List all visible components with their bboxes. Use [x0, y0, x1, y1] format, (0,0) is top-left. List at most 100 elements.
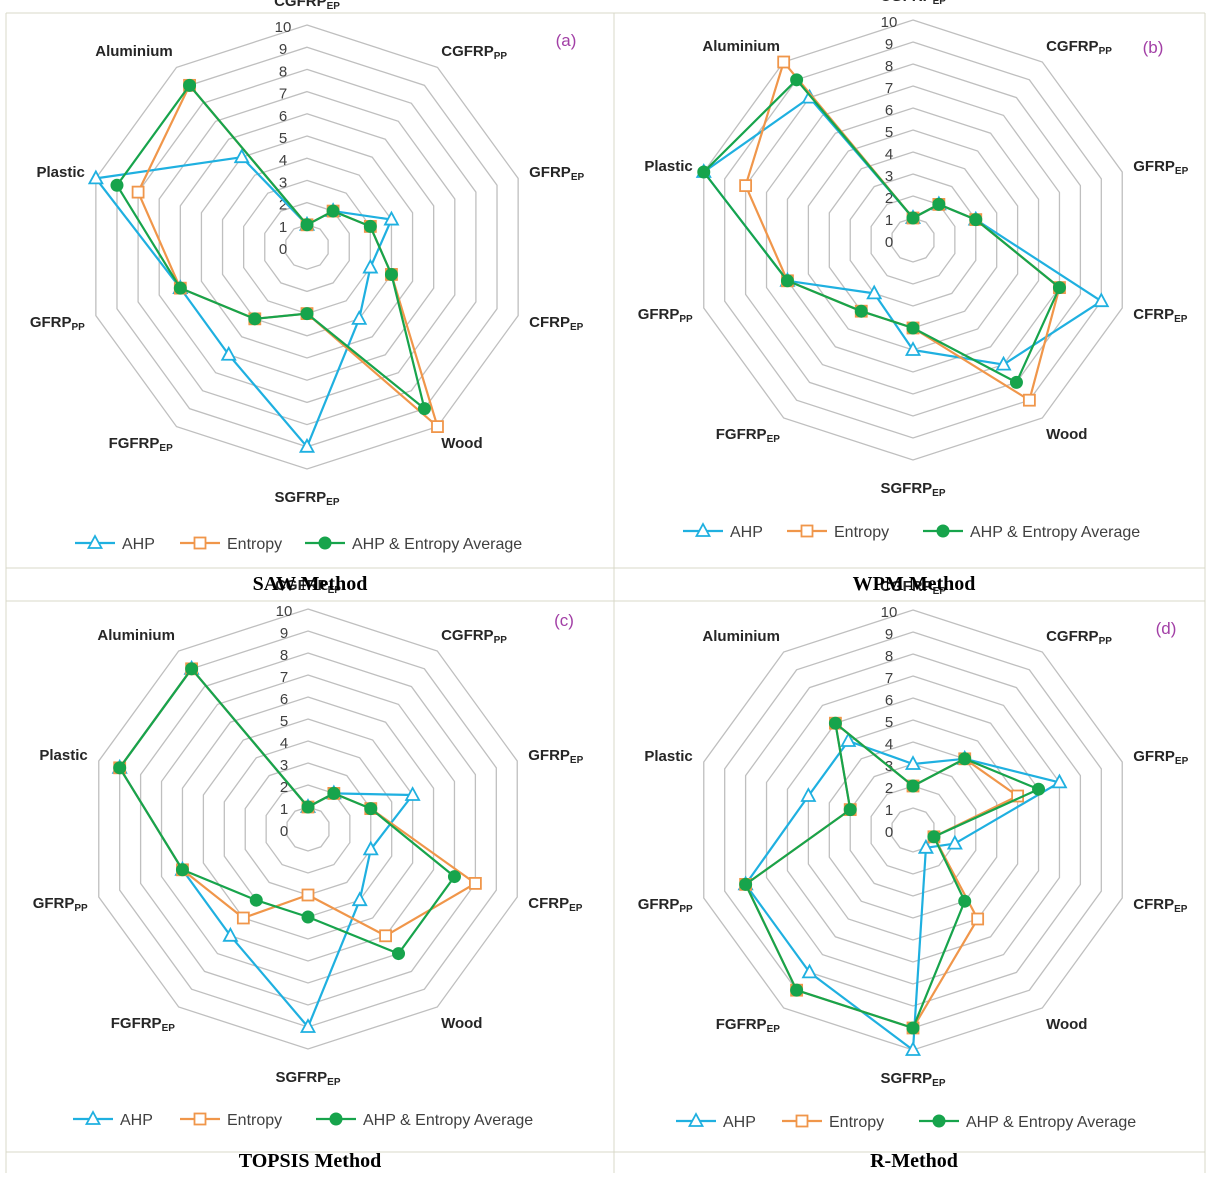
grid-ring-5	[807, 129, 1019, 351]
legend-label: AHP & Entropy Average	[363, 1112, 533, 1129]
legend-marker	[193, 1112, 207, 1126]
category-label-sgfrp-ep: SGFRPEP	[274, 489, 339, 508]
radar-panel-1: 0 1 2 3 4 5 6 7 8 9 10 CGFRPEP CGFRPPP GFRPEP CFRPEP Wo…	[30, 0, 585, 553]
caption-wpm: WPM Method	[852, 573, 976, 595]
legend-marker	[687, 1112, 705, 1127]
data-point	[904, 755, 922, 770]
grid-ring-10	[95, 24, 519, 470]
data-point	[969, 213, 983, 227]
category-label-cgfrp-ep: CGFRPEP	[880, 578, 946, 597]
data-point	[1093, 292, 1110, 308]
radar-panel-2: 0 1 2 3 4 5 6 7 8 9 10 CGFRPEP CGFRPPP GFRPEP CFRPEP Wo…	[638, 0, 1189, 541]
series-circle	[110, 78, 431, 416]
legend-label: Entropy	[829, 1114, 884, 1131]
tick-label: 0	[885, 824, 893, 841]
data-point	[299, 1018, 317, 1033]
tick-label: 10	[276, 603, 293, 620]
data-point	[351, 309, 368, 325]
legend-marker	[84, 1110, 102, 1125]
data-point	[800, 787, 817, 802]
data-point	[904, 1041, 922, 1056]
data-point	[301, 888, 315, 902]
radial-tick-labels: 0 1 2 3 4 5 6 7 8 9 10	[276, 603, 293, 840]
legend-marker	[694, 522, 712, 537]
grid-ring-8	[744, 63, 1082, 417]
data-point	[739, 877, 753, 891]
tick-label: 10	[881, 604, 898, 621]
radar-grid	[703, 19, 1123, 461]
grid-ring-3	[849, 763, 977, 897]
tick-label: 7	[279, 86, 287, 103]
data-point	[932, 197, 946, 211]
grid-ring-8	[139, 652, 477, 1006]
data-point	[300, 307, 314, 321]
data-point	[854, 304, 868, 318]
series-square	[113, 662, 482, 943]
data-point	[447, 870, 461, 884]
legend-marker	[193, 536, 207, 550]
category-label-wood: Wood	[441, 1015, 482, 1032]
data-point	[1032, 782, 1046, 796]
radar-grid	[703, 609, 1123, 1051]
data-point	[995, 355, 1012, 371]
tick-label: 9	[885, 36, 893, 53]
grid-ring-2	[870, 195, 956, 285]
category-label-plastic: Plastic	[644, 158, 692, 175]
data-point	[220, 345, 237, 361]
grid-ring-8	[137, 68, 477, 426]
data-point	[958, 752, 972, 766]
grid-ring-7	[160, 674, 456, 984]
legend: AHP Entropy AHP & Entropy Average	[676, 1112, 1136, 1131]
tick-label: 5	[279, 130, 287, 147]
grid-ring-10	[98, 608, 518, 1050]
category-label-cfrp-ep: CFRPEP	[529, 314, 584, 333]
panel-label: (d)	[1156, 619, 1177, 638]
category-label-wood: Wood	[1046, 1016, 1087, 1033]
tick-label: 5	[280, 713, 288, 730]
category-label-aluminium: Aluminium	[97, 627, 175, 644]
grid-ring-1	[286, 806, 330, 852]
tick-label: 7	[280, 669, 288, 686]
grid-ring-6	[179, 113, 435, 381]
category-label-cgfrp-ep: CGFRPEP	[880, 0, 946, 7]
data-point	[417, 402, 431, 416]
category-label-gfrp-pp: GFRPPP	[638, 896, 693, 915]
legend-label: AHP	[120, 1112, 153, 1129]
category-label-cgfrp-pp: CGFRPPP	[1046, 38, 1112, 57]
data-point	[1022, 393, 1036, 407]
category-label-fgfrp-ep: FGFRPEP	[109, 435, 174, 454]
series-line	[702, 78, 1061, 384]
legend-marker	[86, 534, 104, 549]
data-point	[384, 267, 398, 281]
grid-ring-3	[243, 179, 371, 315]
caption-saw: SAW Method	[252, 573, 368, 595]
panel-label: (a)	[556, 31, 577, 50]
category-label-wood: Wood	[1046, 426, 1087, 443]
data-point	[383, 210, 400, 226]
data-point	[780, 274, 794, 288]
data-point	[392, 947, 406, 961]
data-point	[828, 716, 842, 730]
data-point	[927, 830, 941, 844]
grid-ring-6	[786, 107, 1040, 373]
data-point	[1052, 281, 1066, 295]
series-line	[744, 60, 1061, 402]
legend: AHP Entropy AHP & Entropy Average	[73, 1110, 533, 1129]
tick-label: 1	[280, 801, 288, 818]
data-point	[1051, 773, 1068, 789]
data-point	[175, 863, 189, 877]
tick-label: 4	[885, 146, 893, 163]
category-labels: CGFRPEP CGFRPPP GFRPEP CFRPEP Wood SGFRPEP FGF…	[30, 0, 585, 508]
legend: AHP Entropy AHP & Entropy Average	[75, 534, 522, 553]
category-label-gfrp-ep: GFRPEP	[528, 747, 583, 766]
tick-label: 6	[885, 692, 893, 709]
caption-topsis: TOPSIS Method	[238, 1150, 382, 1172]
grid-ring-4	[828, 741, 998, 919]
data-point	[185, 662, 199, 676]
radar-grid	[98, 608, 518, 1050]
category-label-gfrp-ep: GFRPEP	[1133, 158, 1188, 177]
data-point	[1009, 375, 1023, 389]
tick-label: 9	[885, 626, 893, 643]
data-point	[379, 929, 392, 943]
radar-grid	[95, 24, 519, 470]
